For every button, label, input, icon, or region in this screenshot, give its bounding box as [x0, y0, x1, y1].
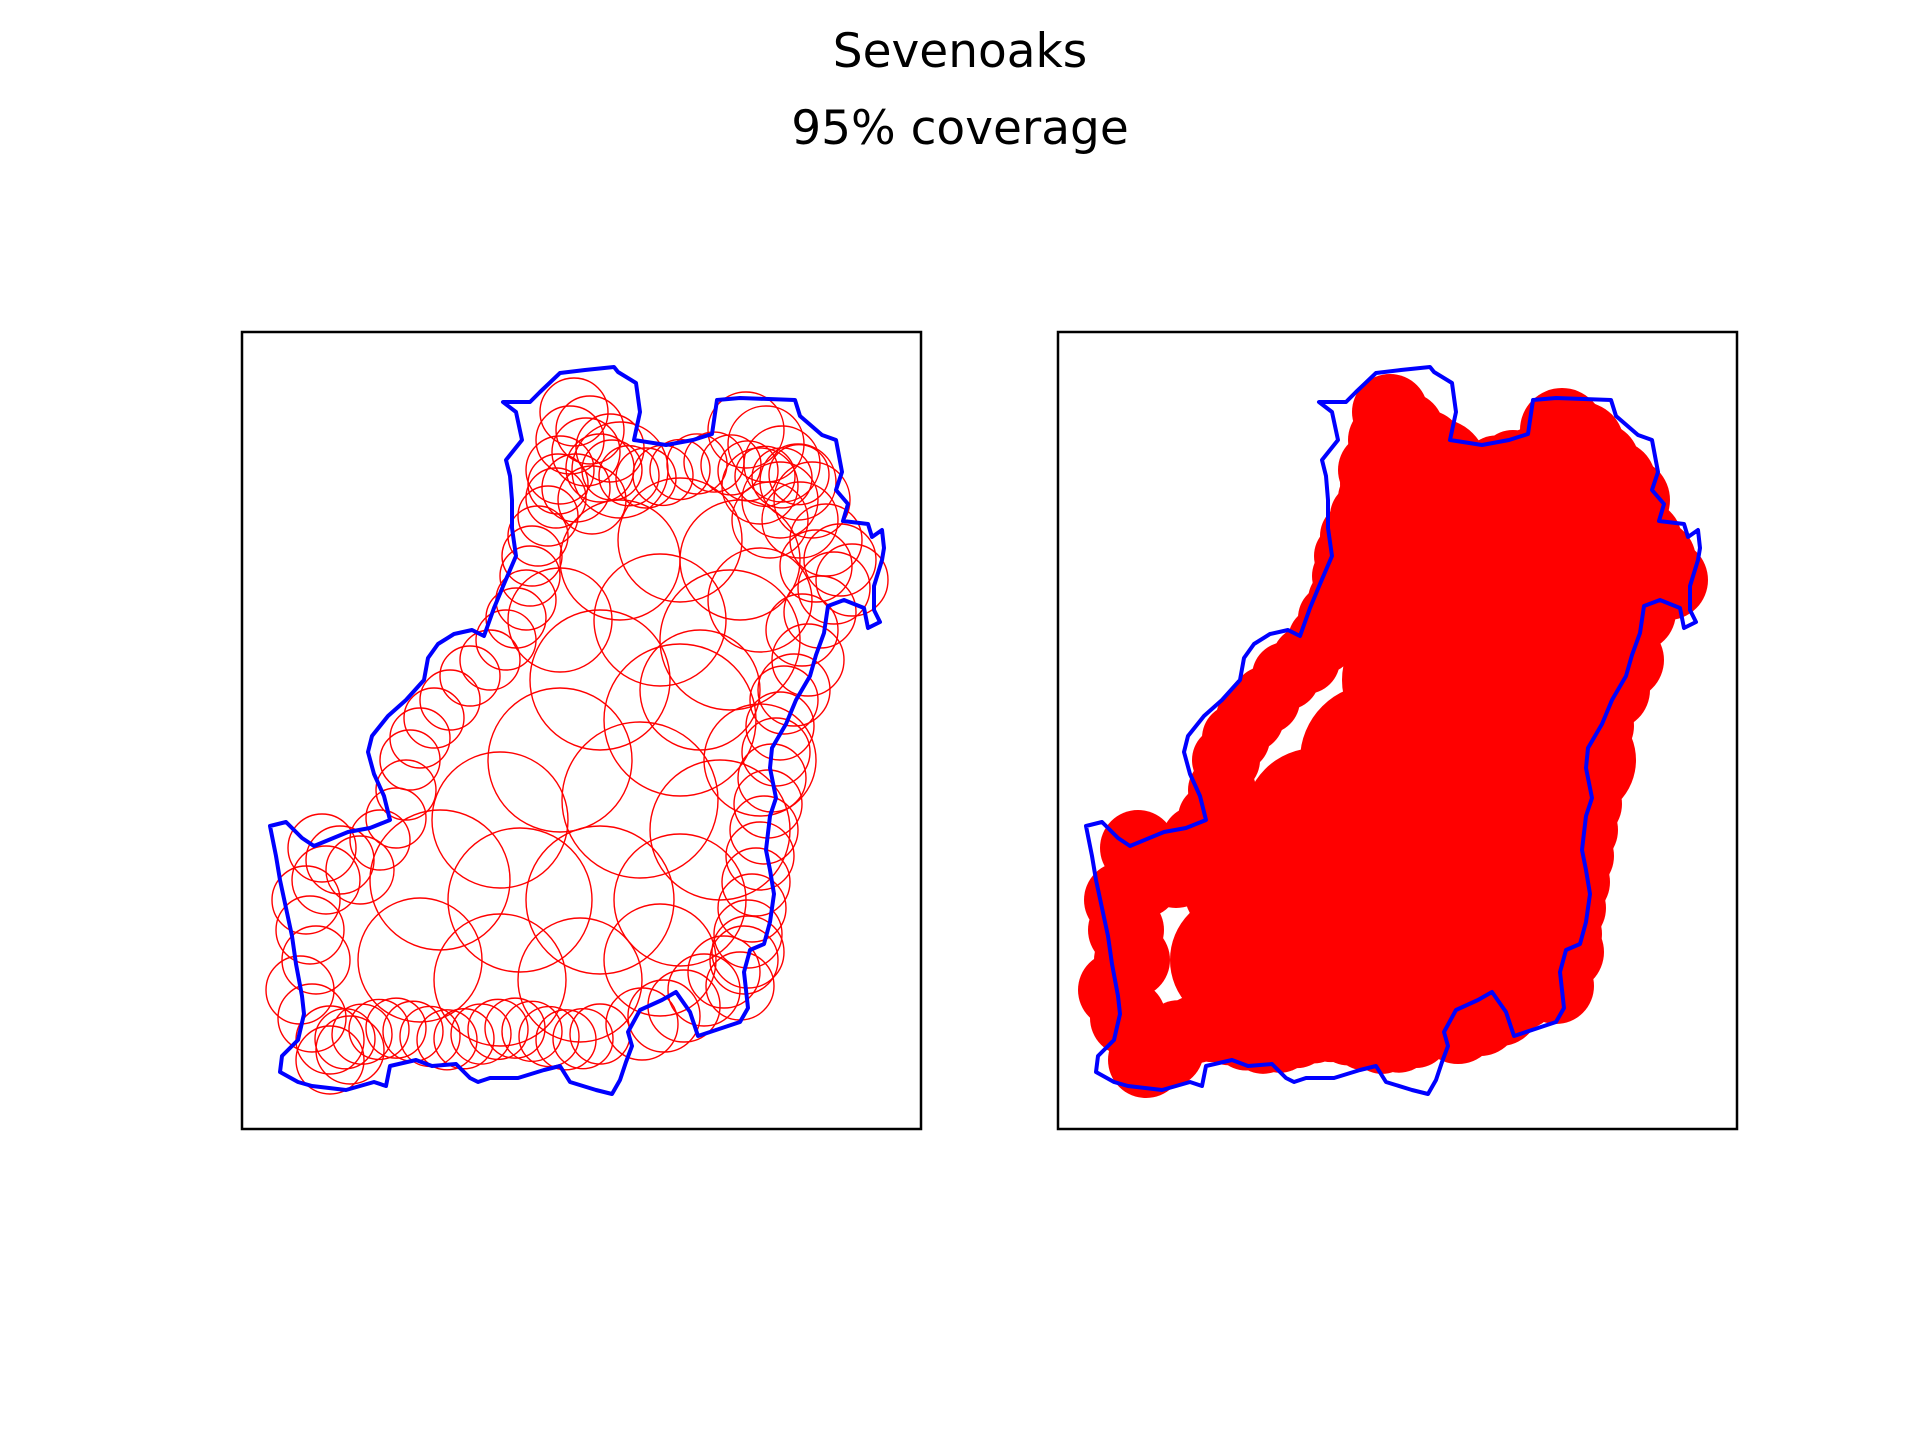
coverage-circle-outline	[603, 643, 757, 797]
coverage-circle-outline	[797, 551, 871, 625]
coverage-circle-outline	[613, 833, 747, 967]
coverage-circle-outline	[552, 1007, 614, 1070]
coverage-circle-outline	[357, 897, 483, 1023]
coverage-circle-outline	[295, 1025, 365, 1095]
coverage-circle-outline	[555, 395, 625, 465]
coverage-circle-filled	[1520, 544, 1632, 656]
coverage-circle-outline	[433, 913, 567, 1047]
coverage-circle-outline	[617, 477, 743, 603]
coverage-circle-filled	[1452, 626, 1580, 754]
coverage-circle-outline	[325, 835, 395, 905]
coverage-circle-outline	[349, 809, 411, 871]
coverage-circle-outline	[707, 391, 785, 469]
coverage-circle-outline	[275, 895, 345, 965]
coverage-circle-outline	[375, 759, 437, 821]
coverage-circle-outline	[419, 669, 481, 731]
coverage-circle-outline	[717, 873, 787, 943]
coverage-circle-outline	[439, 645, 501, 707]
coverage-circle-filled	[1416, 900, 1536, 1020]
coverage-circle-outline	[487, 687, 633, 833]
coverage-circle-outline	[433, 1008, 495, 1070]
coverage-circle-outline	[501, 1000, 563, 1063]
coverage-circle-outline	[803, 523, 877, 597]
coverage-circle-outline	[571, 421, 669, 519]
coverage-circle-outline	[527, 453, 589, 515]
coverage-circle-outline	[593, 553, 727, 687]
coverage-circles-outline	[265, 377, 889, 1095]
coverage-circle-outline	[416, 1009, 478, 1071]
coverage-circle-filled	[1128, 1012, 1204, 1088]
coverage-circle-outline	[305, 825, 375, 895]
coverage-circle-outline	[517, 485, 579, 547]
coverage-circle-outline	[281, 925, 351, 995]
coverage-circle-outline	[709, 925, 779, 995]
coverage-circle-outline	[745, 691, 815, 761]
sevenoaks-boundary-left	[268, 365, 886, 1096]
coverage-circle-outline	[277, 983, 347, 1053]
coverage-circle-outline	[729, 795, 799, 865]
coverage-circle-outline	[403, 687, 465, 749]
coverage-circle-outline	[639, 629, 761, 751]
coverage-circles-filled	[1078, 374, 1708, 1098]
coverage-circle-outline	[815, 543, 889, 617]
coverage-circle-outline	[603, 903, 717, 1017]
coverage-circle-outline	[771, 623, 845, 697]
coverage-circle-outline	[447, 827, 593, 973]
coverage-circle-outline	[749, 665, 819, 735]
coverage-circle-outline	[721, 447, 799, 525]
coverage-circle-outline	[507, 567, 613, 673]
circles-outline-panel	[240, 330, 923, 1131]
coverage-circle-outline	[725, 821, 795, 891]
coverage-circle-outline	[765, 593, 839, 667]
coverage-circle-filled	[1384, 418, 1488, 522]
coverage-circle-outline	[291, 845, 361, 915]
sevenoaks-boundary-right	[1084, 365, 1702, 1096]
figure-title: Sevenoaks	[832, 24, 1088, 79]
coverage-circle-outline	[649, 759, 791, 901]
coverage-circle-outline	[561, 721, 719, 879]
coverage-circle-outline	[731, 481, 809, 559]
coverage-circle-outline	[529, 609, 671, 751]
circles-filled-panel	[1056, 330, 1739, 1131]
coverage-circle-outline	[659, 569, 801, 711]
coverage-circle-outline	[287, 813, 357, 883]
coverage-circle-outline	[759, 443, 837, 521]
coverage-circle-outline	[525, 435, 595, 505]
coverage-circle-outline	[517, 917, 643, 1043]
figure-subtitle: 95% coverage	[791, 101, 1129, 156]
coverage-circle-outline	[365, 787, 427, 849]
coverage-circle-outline	[365, 997, 427, 1059]
coverage-circle-outline	[499, 545, 561, 607]
coverage-circle-outline	[459, 629, 521, 691]
coverage-circle-outline	[667, 953, 741, 1027]
coverage-circle-outline	[707, 547, 813, 653]
coverage-circle-outline	[679, 499, 801, 621]
coverage-circle-outline	[721, 847, 791, 917]
coverage-circle-outline	[315, 1015, 385, 1085]
coverage-circle-outline	[741, 717, 811, 787]
coverage-circle-outline	[703, 703, 817, 817]
coverage-circle-filled	[1100, 810, 1176, 886]
coverage-circle-outline	[525, 467, 587, 529]
coverage-circle-outline	[369, 809, 511, 951]
coverage-circle-outline	[779, 529, 853, 603]
coverage-circle-outline	[711, 915, 785, 989]
coverage-circle-outline	[525, 825, 675, 975]
coverage-circle-outline	[757, 653, 831, 727]
coverage-circle-outline	[501, 525, 563, 587]
coverage-circle-outline	[743, 425, 821, 503]
coverage-circle-outline	[431, 751, 569, 889]
coverage-circle-outline	[687, 935, 761, 1009]
coverage-circle-filled	[1320, 564, 1432, 676]
coverage-circle-outline	[389, 707, 451, 769]
coverage-circle-outline	[713, 899, 783, 969]
